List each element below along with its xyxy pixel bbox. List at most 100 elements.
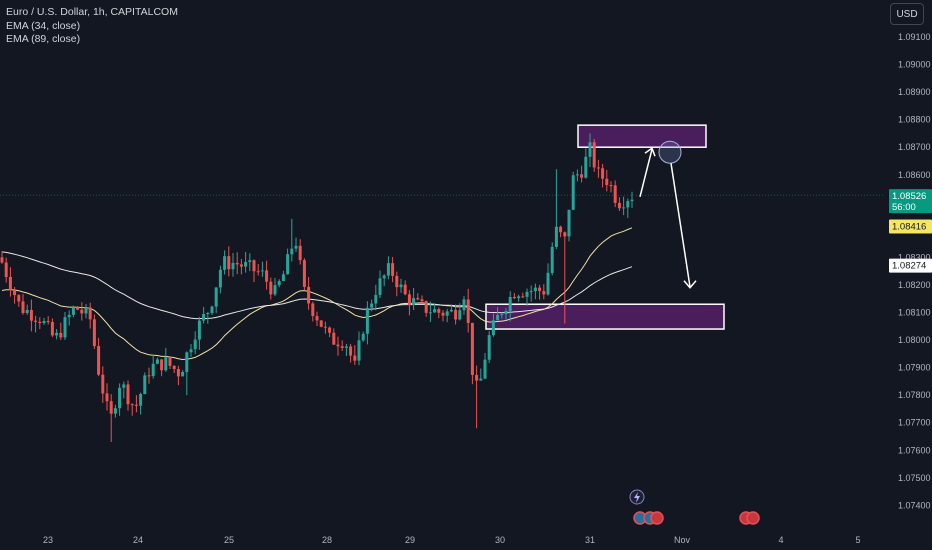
bearish-candle bbox=[336, 344, 340, 347]
ema34-legend[interactable]: EMA (34, close) bbox=[6, 19, 81, 32]
bearish-candle bbox=[592, 142, 596, 168]
bullish-candle bbox=[525, 291, 529, 297]
bearish-candle bbox=[437, 309, 441, 313]
bullish-candle bbox=[370, 303, 374, 308]
bearish-candle bbox=[441, 312, 445, 316]
event-markers[interactable] bbox=[629, 489, 760, 525]
currency-button[interactable]: USD bbox=[890, 3, 924, 25]
bearish-candle bbox=[391, 263, 395, 276]
bullish-candle bbox=[546, 272, 550, 295]
price-tick-label: 1.09100 bbox=[898, 32, 931, 42]
bullish-candle bbox=[210, 306, 214, 313]
bearish-candle bbox=[50, 322, 54, 336]
projection-up-arrowhead bbox=[644, 147, 656, 157]
ema89-line bbox=[1, 251, 633, 320]
price-tick-label: 1.08300 bbox=[898, 252, 931, 262]
price-tick-label: 1.07400 bbox=[898, 500, 931, 510]
ema89-value-tag: 1.08274 bbox=[889, 258, 932, 273]
bullish-candle bbox=[428, 312, 432, 314]
bullish-candle bbox=[118, 387, 122, 409]
bullish-candle bbox=[491, 320, 495, 336]
time-tick-label: 23 bbox=[43, 535, 53, 545]
bearish-candle bbox=[130, 404, 134, 406]
bearish-candle bbox=[105, 393, 109, 402]
bearish-candle bbox=[92, 319, 96, 347]
bearish-candle bbox=[580, 174, 584, 178]
bearish-candle bbox=[315, 316, 319, 321]
price-tick-label: 1.07800 bbox=[898, 390, 931, 400]
bearish-candle bbox=[13, 290, 17, 296]
bearish-candle bbox=[21, 301, 25, 314]
projection-down-arrowhead bbox=[683, 280, 697, 289]
bullish-candle bbox=[164, 357, 168, 371]
bullish-candle bbox=[344, 346, 348, 348]
bearish-candle bbox=[235, 262, 239, 265]
bullish-candle bbox=[206, 312, 210, 314]
price-tick-label: 1.07600 bbox=[898, 445, 931, 455]
ema34-line bbox=[1, 227, 633, 361]
bearish-candle bbox=[349, 346, 353, 356]
bearish-candle bbox=[323, 326, 327, 328]
projection-down-line bbox=[670, 163, 691, 287]
bullish-candle bbox=[554, 226, 558, 247]
chart-legend: Euro / U.S. Dollar, 1h, CAPITALCOM EMA (… bbox=[6, 6, 178, 47]
price-tick-label: 1.07500 bbox=[898, 473, 931, 483]
bullish-candle bbox=[294, 245, 298, 249]
bullish-candle bbox=[151, 363, 155, 377]
bullish-candle bbox=[113, 408, 117, 414]
bullish-candle bbox=[197, 320, 201, 340]
bearish-candle bbox=[542, 291, 546, 295]
time-axis[interactable]: 23 24 25 28 29 30 31 Nov 4 5 bbox=[43, 535, 861, 545]
bullish-candle bbox=[445, 311, 449, 316]
zones-layer bbox=[485, 124, 725, 330]
bullish-candle bbox=[139, 394, 143, 406]
bearish-candle bbox=[521, 296, 525, 298]
bullish-candle bbox=[273, 285, 277, 295]
bearish-candle bbox=[256, 271, 260, 273]
demand-zone bbox=[485, 303, 725, 330]
bearish-candle bbox=[46, 321, 50, 323]
bullish-candle bbox=[84, 307, 88, 314]
bearish-candle bbox=[420, 299, 424, 302]
time-tick-label: 29 bbox=[405, 535, 415, 545]
bullish-candle bbox=[378, 278, 382, 295]
bullish-candle bbox=[202, 313, 206, 321]
bearish-candle bbox=[8, 277, 12, 291]
bearish-candle bbox=[269, 281, 273, 295]
price-tick-label: 1.07900 bbox=[898, 363, 931, 373]
bearish-candle bbox=[563, 232, 567, 237]
bullish-candle bbox=[361, 333, 365, 341]
bullish-candle bbox=[399, 284, 403, 288]
bullish-candle bbox=[571, 175, 575, 210]
bullish-candle bbox=[386, 263, 390, 276]
bullish-candle bbox=[412, 298, 416, 306]
bearish-candle bbox=[311, 303, 315, 317]
bullish-candle bbox=[286, 254, 290, 275]
economic-event-icon bbox=[650, 511, 664, 525]
bullish-candle bbox=[155, 359, 159, 364]
bearish-candle bbox=[176, 369, 180, 377]
ema89-value-tag-text: 1.08274 bbox=[892, 261, 926, 272]
bullish-candle bbox=[529, 291, 533, 293]
symbol-title[interactable]: Euro / U.S. Dollar, 1h, CAPITALCOM bbox=[6, 6, 178, 18]
time-tick-label: 31 bbox=[585, 535, 595, 545]
time-tick-label: 25 bbox=[224, 535, 234, 545]
bullish-candle bbox=[483, 359, 487, 379]
bullish-candle bbox=[462, 299, 466, 311]
bullish-candle bbox=[67, 314, 71, 318]
price-tick-label: 1.07700 bbox=[898, 418, 931, 428]
ema89-legend[interactable]: EMA (89, close) bbox=[6, 33, 81, 45]
bearish-candle bbox=[239, 264, 243, 267]
bearish-candle bbox=[147, 375, 151, 377]
bearish-candle bbox=[109, 401, 113, 414]
bullish-candle bbox=[626, 201, 630, 208]
bullish-candle bbox=[189, 349, 193, 353]
bearish-candle bbox=[512, 296, 516, 299]
time-tick-label: 24 bbox=[133, 535, 143, 545]
bearish-candle bbox=[332, 332, 336, 345]
bearish-candle bbox=[80, 309, 84, 314]
bullish-candle bbox=[223, 256, 227, 270]
bullish-candle bbox=[143, 375, 147, 395]
bullish-candle bbox=[588, 142, 592, 157]
